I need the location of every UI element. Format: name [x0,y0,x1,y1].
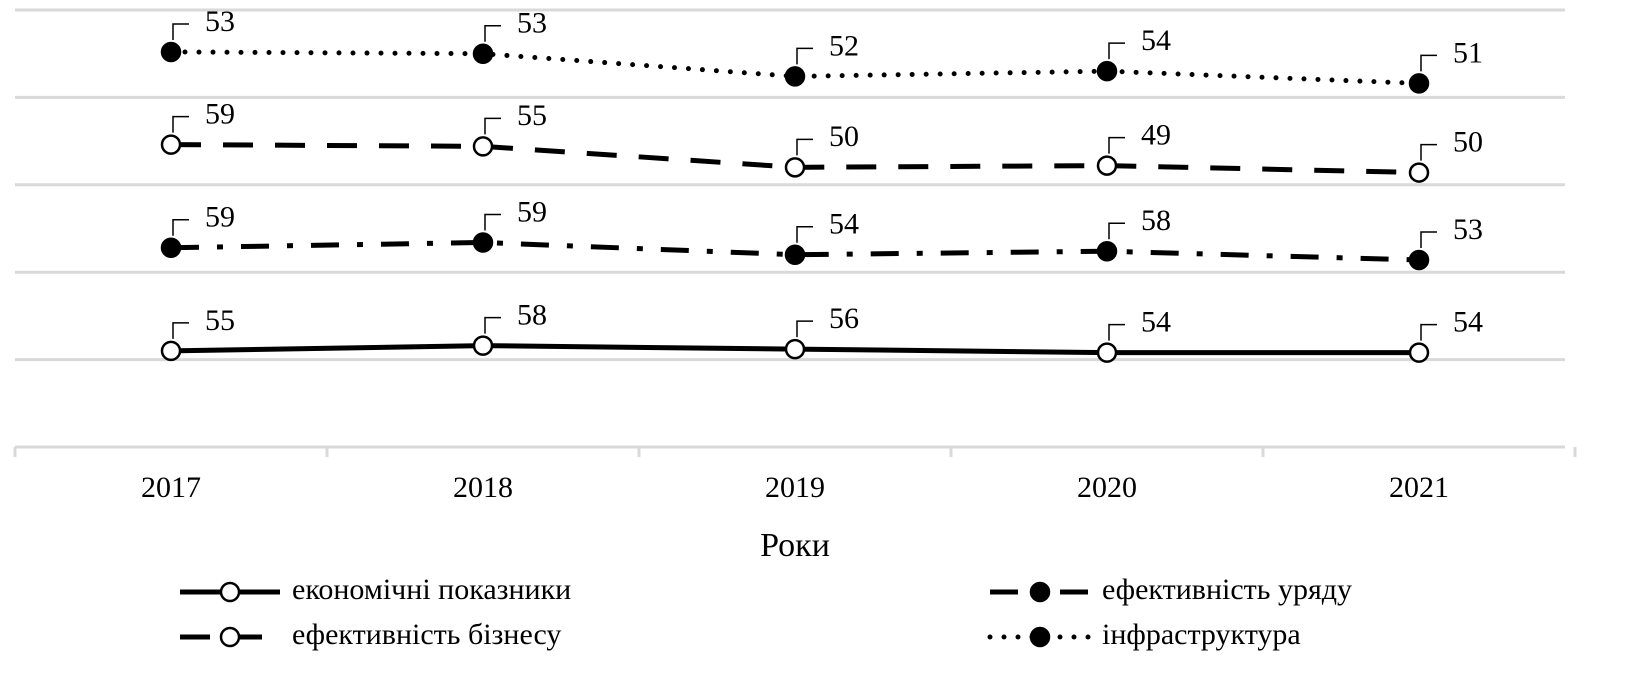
marker [1408,249,1430,271]
legend-label: ефективність уряду [1102,573,1352,606]
label-leader [1420,323,1437,341]
legend-marker [1029,626,1051,648]
label-leader [484,24,501,42]
legend-label: економічні показники [292,573,571,606]
data-label: 53 [205,5,235,38]
legend-marker [1029,581,1051,603]
marker [160,340,182,362]
label-leader [484,117,501,135]
marker [160,237,182,258]
label-leader [1108,42,1125,60]
label-leader [1420,54,1437,72]
data-label: 52 [829,29,859,62]
data-label: 50 [829,120,859,153]
label-leader [1420,143,1437,161]
data-label: 55 [205,304,235,337]
legend-marker [219,581,241,603]
x-tick-label: 2019 [765,471,825,504]
x-axis-label: Роки [760,527,830,564]
marker [784,338,806,360]
data-label: 56 [829,302,859,335]
label-leader [1108,136,1125,154]
label-leader [796,138,813,156]
data-label: 59 [517,195,547,228]
data-label: 53 [1453,213,1483,246]
marker [784,244,806,265]
data-label: 51 [1453,36,1483,69]
marker [1096,240,1118,262]
data-label: 49 [1141,118,1171,151]
x-tick-label: 2018 [453,471,513,504]
x-tick-label: 2017 [141,471,201,504]
label-leader [484,316,501,334]
marker [160,41,182,63]
label-leader [1420,231,1437,248]
marker [1408,342,1430,363]
data-label: 54 [1141,24,1171,57]
data-label: 54 [1453,305,1483,338]
marker [1096,60,1118,82]
label-leader [484,213,501,231]
label-leader [172,23,189,40]
x-tick-label: 2021 [1389,471,1449,504]
legend-marker [219,626,241,648]
x-tick-label: 2020 [1077,471,1137,504]
marker [1408,73,1430,94]
marker [1096,342,1118,363]
label-leader [796,320,813,338]
marker [472,335,494,356]
marker [1096,155,1118,176]
data-label: 54 [1141,305,1171,338]
marker [472,232,494,253]
marker [784,66,806,87]
marker [472,136,494,157]
legend-label: інфраструктура [1102,618,1301,651]
data-label: 58 [517,299,547,332]
data-label: 53 [517,7,547,40]
label-leader [1108,222,1125,240]
legend-label: ефективність бізнесу [292,618,561,651]
label-leader [1108,323,1125,341]
label-leader [172,218,189,236]
data-label: 59 [205,201,235,234]
marker [784,157,806,178]
series-line [168,49,1422,86]
marker [160,134,182,155]
data-label: 58 [1141,204,1171,237]
label-leader [796,47,813,65]
marker [472,43,494,64]
data-label: 55 [517,99,547,132]
data-label: 54 [829,208,859,241]
label-leader [172,322,189,339]
label-leader [172,115,189,133]
data-label: 50 [1453,125,1483,158]
label-leader [796,225,813,243]
data-label: 59 [205,97,235,130]
marker [1408,162,1430,183]
